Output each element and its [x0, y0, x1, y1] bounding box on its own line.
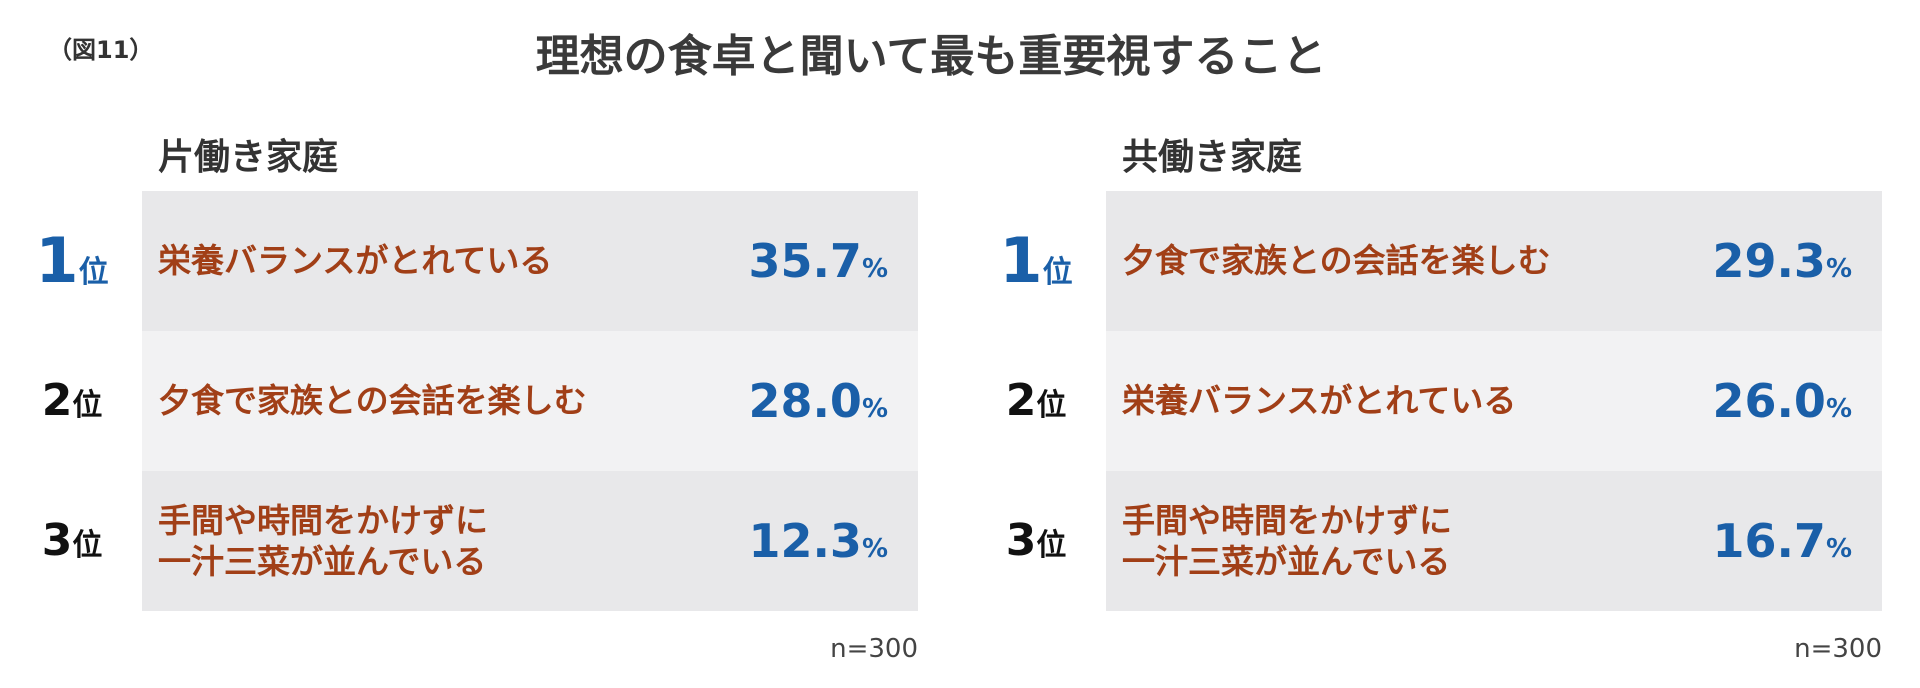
value-number: 28.0 — [748, 374, 862, 428]
rank-number: 1 — [35, 224, 79, 297]
row-background — [1106, 191, 1882, 331]
value-unit: % — [861, 534, 888, 564]
rank: 3位 — [976, 471, 1096, 611]
item-text: 手間や時間をかけずに 一汁三菜が並んでいる — [1122, 500, 1452, 581]
rank-suffix: 位 — [1036, 528, 1067, 563]
item-box: 手間や時間をかけずに 一汁三菜が並んでいる — [158, 471, 718, 611]
item-text: 夕食で家族との会話を楽しむ — [158, 381, 587, 421]
value-unit: % — [1825, 394, 1852, 424]
row-background — [1106, 331, 1882, 471]
value: 16.7% — [1552, 471, 1852, 611]
sample-size: n=300 — [1794, 634, 1882, 664]
rank-number: 2 — [1005, 375, 1037, 426]
rank-suffix: 位 — [72, 388, 103, 423]
rank: 1位 — [12, 191, 132, 331]
row-background — [142, 191, 918, 331]
item-box: 夕食で家族との会話を楽しむ — [158, 331, 718, 471]
rank-suffix: 位 — [1036, 388, 1067, 423]
value-unit: % — [861, 394, 888, 424]
value: 26.0% — [1552, 331, 1852, 471]
value-number: 12.3 — [748, 514, 862, 568]
value-number: 16.7 — [1712, 514, 1826, 568]
value: 12.3% — [588, 471, 888, 611]
panel-subtitle: 共働き家庭 — [1122, 137, 1303, 178]
item-box: 手間や時間をかけずに 一汁三菜が並んでいる — [1122, 471, 1682, 611]
rank: 1位 — [976, 191, 1096, 331]
item-text: 栄養バランスがとれている — [158, 241, 553, 281]
rank-suffix: 位 — [1042, 255, 1073, 290]
value-unit: % — [1825, 534, 1852, 564]
value-number: 29.3 — [1712, 234, 1826, 288]
item-box: 栄養バランスがとれている — [1122, 331, 1682, 471]
item-box: 栄養バランスがとれている — [158, 191, 718, 331]
value: 35.7% — [588, 191, 888, 331]
rank: 2位 — [976, 331, 1096, 471]
value-unit: % — [861, 254, 888, 284]
value: 28.0% — [588, 331, 888, 471]
value-unit: % — [1825, 254, 1852, 284]
value: 29.3% — [1552, 191, 1852, 331]
sample-size: n=300 — [830, 634, 918, 664]
figure-label: （図11） — [48, 36, 154, 64]
rank-number: 2 — [41, 375, 73, 426]
rank: 2位 — [12, 331, 132, 471]
rank-number: 1 — [999, 224, 1043, 297]
row-background — [142, 331, 918, 471]
rank-suffix: 位 — [78, 255, 109, 290]
row-background — [142, 471, 918, 611]
row-background — [1106, 471, 1882, 611]
item-box: 夕食で家族との会話を楽しむ — [1122, 191, 1682, 331]
panel-subtitle: 片働き家庭 — [158, 137, 339, 178]
rank-number: 3 — [41, 515, 73, 566]
item-text: 夕食で家族との会話を楽しむ — [1122, 241, 1551, 281]
value-number: 35.7 — [748, 234, 862, 288]
rank-suffix: 位 — [72, 528, 103, 563]
item-text: 栄養バランスがとれている — [1122, 381, 1517, 421]
rank-number: 3 — [1005, 515, 1037, 566]
value-number: 26.0 — [1712, 374, 1826, 428]
item-text: 手間や時間をかけずに 一汁三菜が並んでいる — [158, 500, 488, 581]
rank: 3位 — [12, 471, 132, 611]
title: 理想の食卓と聞いて最も重要視すること — [535, 31, 1327, 82]
